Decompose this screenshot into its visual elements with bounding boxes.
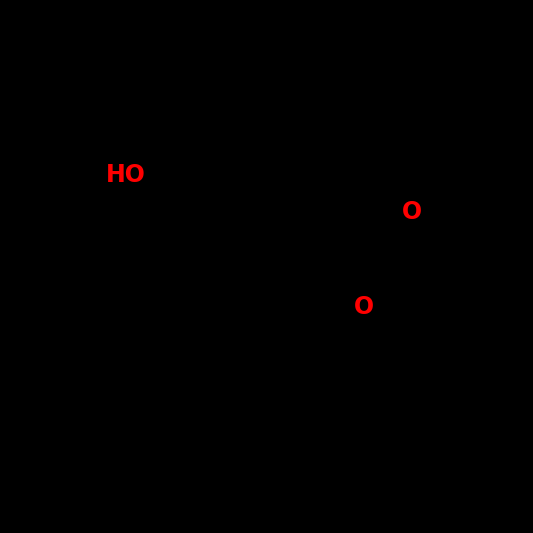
- Polygon shape: [188, 273, 253, 314]
- Text: O: O: [353, 295, 374, 319]
- Text: HO: HO: [106, 163, 146, 187]
- Text: O: O: [402, 200, 422, 224]
- Polygon shape: [186, 212, 196, 278]
